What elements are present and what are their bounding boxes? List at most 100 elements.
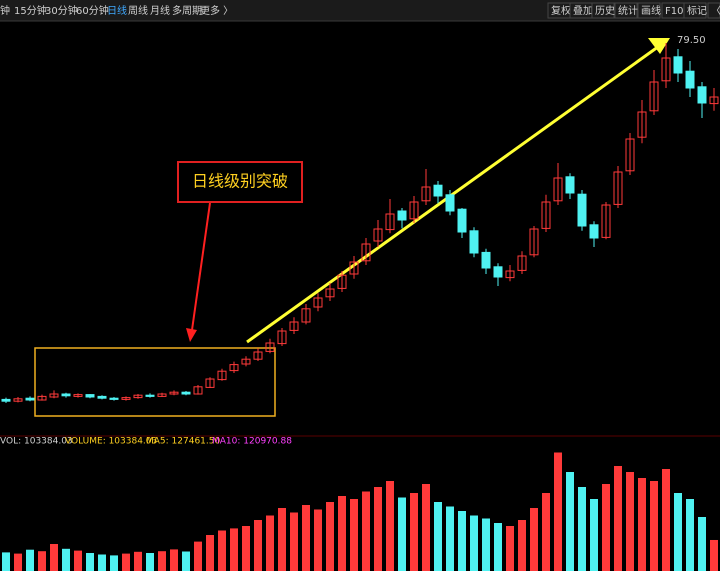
candle-body bbox=[325, 288, 335, 298]
volume-bar bbox=[218, 530, 226, 571]
volume-legend: VOLUME: 103384.03 bbox=[65, 437, 157, 447]
toolbar-tab[interactable]: 钟 bbox=[0, 4, 10, 17]
volume-bar bbox=[566, 472, 574, 571]
volume-bar bbox=[122, 553, 130, 571]
candle-body bbox=[613, 171, 623, 205]
candle-body bbox=[289, 321, 299, 331]
candle-body bbox=[109, 397, 119, 400]
candle-body bbox=[637, 111, 647, 138]
volume-bar bbox=[206, 535, 214, 571]
volume-bar bbox=[554, 452, 562, 571]
candle-body bbox=[625, 138, 635, 172]
volume-legend: MA5: 127461.50 bbox=[146, 437, 220, 447]
volume-bar bbox=[542, 493, 550, 571]
toolbar-tab[interactable]: 月线 bbox=[150, 4, 170, 17]
candle-body bbox=[541, 201, 551, 229]
volume-bar bbox=[278, 508, 286, 571]
volume-bar bbox=[470, 515, 478, 571]
candle-body bbox=[169, 391, 179, 395]
candle-body bbox=[313, 297, 323, 308]
candle-body bbox=[61, 393, 71, 397]
toolbar-button-frame bbox=[707, 2, 720, 19]
toolbar-button[interactable]: 〈 bbox=[711, 5, 720, 17]
toolbar-button[interactable]: 历史 bbox=[595, 5, 615, 17]
toolbar-button[interactable]: F10 bbox=[665, 6, 683, 17]
candle-body bbox=[277, 330, 287, 345]
candle-body bbox=[145, 394, 155, 397]
candle-body bbox=[37, 395, 47, 401]
candle-body bbox=[649, 81, 659, 112]
toolbar-tab[interactable]: 日线 bbox=[107, 4, 127, 17]
candle-body bbox=[577, 193, 587, 227]
candle-body bbox=[529, 228, 539, 256]
highlight-box bbox=[34, 347, 276, 417]
toolbar-button-frame bbox=[591, 2, 615, 19]
candle-body bbox=[409, 201, 419, 220]
volume-bar bbox=[614, 466, 622, 571]
candle-body bbox=[97, 395, 107, 399]
candle-body bbox=[121, 397, 131, 400]
volume-bar bbox=[38, 551, 46, 571]
toolbar bbox=[0, 0, 720, 21]
toolbar-tab[interactable]: 15分钟 bbox=[14, 4, 47, 17]
toolbar-button[interactable]: 复权 bbox=[551, 4, 571, 17]
volume-bar bbox=[494, 523, 502, 571]
candle-body bbox=[469, 230, 479, 254]
volume-bar bbox=[710, 539, 718, 571]
pointer-arrowhead bbox=[186, 328, 197, 342]
volume-bar bbox=[170, 549, 178, 571]
volume-bar bbox=[482, 518, 490, 571]
volume-bar bbox=[458, 511, 466, 571]
volume-bar bbox=[362, 491, 370, 571]
volume-bar bbox=[638, 478, 646, 571]
candle-body bbox=[421, 186, 431, 202]
volume-legend: MA10: 120970.88 bbox=[212, 437, 292, 447]
toolbar-button[interactable]: 标记 bbox=[687, 5, 707, 17]
candle-body bbox=[13, 398, 23, 402]
candle-body bbox=[685, 70, 695, 89]
volume-bar bbox=[398, 497, 406, 571]
volume-bar bbox=[410, 493, 418, 571]
volume-bar bbox=[302, 505, 310, 571]
volume-bar bbox=[650, 481, 658, 571]
volume-bar bbox=[314, 509, 322, 571]
candle-body bbox=[481, 251, 491, 269]
volume-bar bbox=[350, 499, 358, 571]
trend-arrow bbox=[246, 42, 663, 344]
volume-bar bbox=[434, 502, 442, 571]
toolbar-button-frame bbox=[683, 2, 707, 19]
toolbar-button[interactable]: 统计 bbox=[618, 4, 638, 17]
volume-bar bbox=[254, 520, 262, 571]
candle-body bbox=[157, 393, 167, 397]
volume-bar bbox=[230, 528, 238, 571]
volume-bar bbox=[98, 554, 106, 571]
trend-arrowhead bbox=[648, 38, 670, 54]
toolbar-tab[interactable]: 周线 bbox=[128, 4, 148, 17]
candle-body bbox=[25, 397, 35, 401]
toolbar-button[interactable]: 画线 bbox=[641, 4, 661, 17]
volume-bar bbox=[506, 526, 514, 571]
candle-body bbox=[397, 210, 407, 221]
candle-body bbox=[181, 391, 191, 395]
toolbar-tab[interactable]: 更多 〉 bbox=[200, 4, 233, 17]
volume-bar bbox=[110, 555, 118, 571]
toolbar-tab[interactable]: 60分钟 bbox=[76, 4, 109, 17]
volume-bar bbox=[674, 493, 682, 571]
candle-body bbox=[565, 176, 575, 194]
toolbar-button[interactable]: 叠加 bbox=[573, 5, 593, 17]
volume-legend: VOL: 103384.03 bbox=[0, 437, 73, 447]
candle-body bbox=[433, 184, 443, 197]
volume-bar bbox=[446, 506, 454, 571]
candle-body bbox=[445, 194, 455, 212]
candle-body bbox=[85, 394, 95, 398]
volume-bar bbox=[290, 512, 298, 571]
toolbar-tab[interactable]: 30分钟 bbox=[45, 4, 78, 17]
toolbar-tab[interactable]: 多周期 bbox=[172, 4, 202, 17]
candle-body bbox=[601, 204, 611, 238]
candle-body bbox=[505, 270, 515, 279]
candle-body bbox=[493, 266, 503, 278]
volume-bar bbox=[2, 552, 10, 571]
candle-body bbox=[457, 208, 467, 233]
volume-bar bbox=[266, 515, 274, 571]
